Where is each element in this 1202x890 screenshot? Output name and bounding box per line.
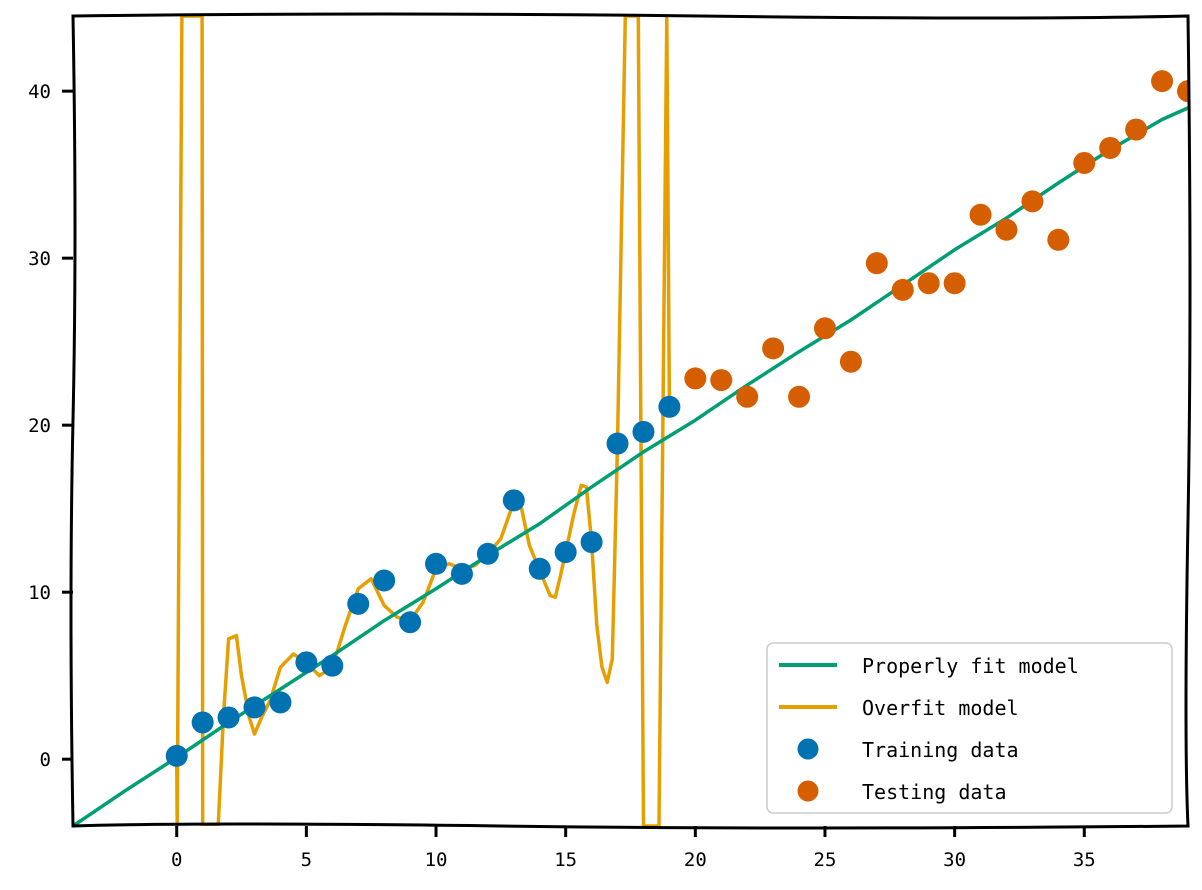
training-point [191,711,214,734]
x-tick-label: 20 [684,849,707,871]
training-point [425,552,448,575]
testing-point [917,272,940,295]
legend-label-train: Training data [862,738,1019,762]
y-tick-label: 30 [28,248,51,270]
training-point [269,691,292,714]
training-point [528,557,551,580]
plot-frame [69,12,1192,830]
testing-point [995,218,1018,241]
legend: Properly fit model Overfit model Trainin… [766,642,1173,814]
x-tick-label: 0 [171,849,182,871]
testing-point [1021,190,1044,213]
training-point [450,562,473,585]
testing-point [1151,70,1174,93]
x-tick-label: 25 [814,849,837,871]
training-point [606,432,629,455]
training-point [502,489,525,512]
training-point [243,696,266,719]
training-point [347,592,370,615]
y-tick-label: 20 [28,415,51,437]
training-point [580,531,603,554]
legend-label-overfit: Overfit model [862,696,1019,720]
testing-point [762,337,785,360]
training-point [476,542,499,565]
testing-point [684,367,707,390]
x-axis: 0 5 10 15 20 25 30 35 [171,826,1096,871]
x-tick-label: 10 [425,849,448,871]
y-tick-label: 10 [28,582,51,604]
testing-point [943,272,966,295]
testing-point [788,385,811,408]
y-tick-label: 0 [40,749,51,771]
testing-point [969,203,992,226]
x-tick-label: 30 [943,849,966,871]
training-point [399,611,422,634]
x-tick-label: 15 [554,849,577,871]
legend-box [766,642,1173,814]
testing-point [813,317,836,340]
testing-point [1177,80,1188,103]
testing-point [736,385,759,408]
training-point [554,541,577,564]
points-layer [165,70,1188,767]
legend-test-marker-swatch [797,780,819,802]
testing-point [1099,136,1122,159]
legend-train-marker-swatch [797,738,819,760]
training-point [632,420,655,443]
training-point [658,395,681,418]
training-point [321,654,344,677]
testing-point [865,252,888,275]
testing-point [710,369,733,392]
training-point [217,706,240,729]
testing-point [1073,151,1096,174]
training-point [295,651,318,674]
testing-point [1125,118,1148,141]
x-tick-label: 5 [301,849,312,871]
y-axis: 0 10 20 30 40 [28,81,73,771]
legend-label-fit: Properly fit model [862,654,1079,678]
testing-point [839,350,862,373]
y-tick-label: 40 [28,81,51,103]
x-tick-label: 35 [1073,849,1096,871]
testing-point [891,278,914,301]
testing-point [1047,228,1070,251]
training-point [165,744,188,767]
training-point [373,569,396,592]
legend-label-test: Testing data [862,780,1007,804]
